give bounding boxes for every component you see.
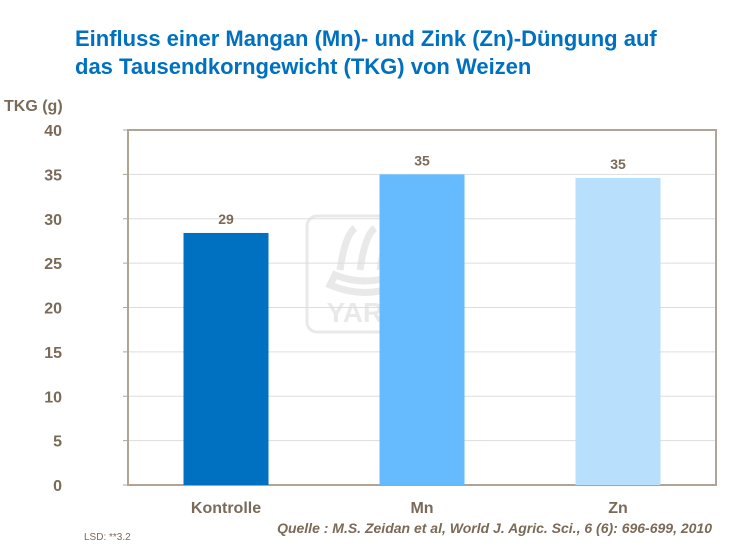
y-tick-label: 10 bbox=[44, 389, 62, 406]
y-tick-label: 5 bbox=[53, 434, 62, 451]
y-tick-label: 15 bbox=[44, 345, 62, 362]
y-tick-label: 0 bbox=[53, 478, 62, 495]
bar-kontrolle bbox=[183, 232, 269, 485]
chart-title: Einfluss einer Mangan (Mn)- und Zink (Zn… bbox=[75, 26, 657, 79]
x-tick-label: Zn bbox=[608, 500, 628, 517]
data-label: 35 bbox=[610, 156, 626, 172]
y-axis-label: TKG (g) bbox=[4, 98, 63, 115]
lsd-note: LSD: **3.2 bbox=[84, 532, 131, 543]
bar-zn bbox=[575, 177, 661, 486]
y-tick-label: 30 bbox=[44, 212, 62, 229]
bar-mn bbox=[379, 174, 465, 485]
data-label: 35 bbox=[414, 152, 430, 168]
data-label: 29 bbox=[218, 211, 234, 227]
y-tick-label: 25 bbox=[44, 256, 62, 273]
x-tick-label: Mn bbox=[410, 500, 433, 517]
source-citation: Quelle : M.S. Zeidan et al, World J. Agr… bbox=[277, 520, 712, 536]
y-tick-label: 20 bbox=[44, 301, 62, 318]
y-tick-label: 35 bbox=[44, 167, 62, 184]
x-tick-label: Kontrolle bbox=[191, 500, 261, 517]
y-tick-label: 40 bbox=[44, 123, 62, 140]
